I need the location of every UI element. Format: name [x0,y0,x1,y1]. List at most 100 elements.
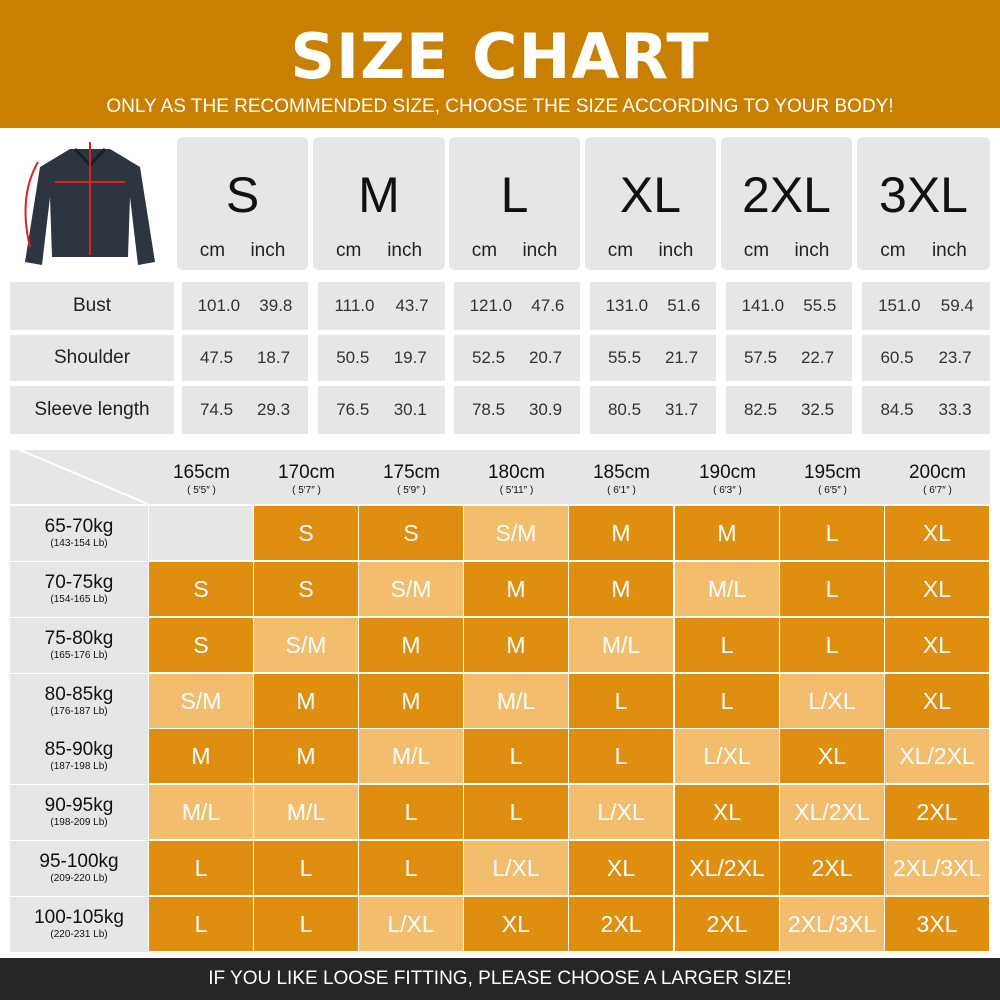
size-value: M [296,687,316,714]
weight-lb: (198-209 Lb) [50,817,108,828]
height-ft: ( 6′5″ ) [818,485,847,496]
size-value: XL [922,631,952,658]
height-cm: 185cm [592,462,651,483]
size-label: 2XL [742,167,831,223]
measure-cell: 82.5 32.5 [726,386,852,434]
size-cell: L [675,618,779,672]
value-inch: 30.9 [528,400,563,419]
size-value: 2XL [811,854,853,881]
measure-cell: 74.5 29.3 [182,386,308,434]
height-header: 180cm ( 5′11″ ) [464,462,569,496]
header-banner: SIZE CHART ONLY AS THE RECOMMENDED SIZE,… [0,0,1000,128]
size-value: M/L [707,575,747,602]
height-header: 165cm ( 5′5″ ) [149,462,254,496]
size-label: XL [619,167,682,223]
unit-inch: inch [250,240,286,261]
size-value: M/L [391,742,431,769]
value-cm: 101.0 [197,296,241,315]
measure-cell: 151.0 59.4 [862,282,990,330]
size-cell: L [149,897,253,951]
recommend-header [10,450,990,504]
size-value: L/XL [387,910,435,937]
height-ft: ( 5′7″ ) [292,485,321,496]
value-cm: 80.5 [607,400,642,419]
value-cm: 78.5 [471,400,506,419]
height-header: 185cm ( 6′1″ ) [569,462,674,496]
size-value: L [720,631,734,658]
size-value: M [611,519,631,546]
unit-cm: cm [880,240,906,261]
size-value: L [194,910,208,937]
height-header: 170cm ( 5′7″ ) [254,462,359,496]
measure-cell: 78.5 30.9 [454,386,580,434]
size-value: XL [922,519,952,546]
weight-label: 85-90kg (187-198 Lb) [10,729,148,784]
value-cm: 50.5 [336,348,370,367]
height-cm: 170cm [277,462,336,483]
value-inch: 59.4 [940,296,974,315]
unit-cm: cm [335,240,362,261]
size-cell: L [149,841,253,895]
weight-lb: (165-176 Lb) [50,650,108,661]
size-label: 3XL [879,167,968,223]
size-cell: XL [885,562,989,616]
value-inch: 23.7 [938,348,972,367]
weight-kg: 65-70kg [44,516,114,537]
size-cell: S/M [464,506,568,560]
value-cm: 141.0 [741,296,785,315]
value-cm: 84.5 [880,400,914,419]
size-cell: 2XL [780,841,884,895]
size-label: S [225,167,260,223]
weight-lb: (187-198 Lb) [50,761,108,772]
size-value: S [298,575,314,602]
page-title: SIZE CHART [290,20,710,93]
size-value: L/XL [492,854,540,881]
size-value: S [193,631,209,658]
size-value: XL [922,687,952,714]
value-cm: 57.5 [743,348,778,367]
weight-label: 80-85kg (176-187 Lb) [10,674,148,729]
size-label: L [500,167,529,223]
height-ft: ( 5′5″ ) [187,485,216,496]
unit-cm: cm [471,240,498,261]
size-cell: XL [885,674,989,728]
weight-kg: 100-105kg [34,907,124,928]
value-inch: 19.7 [393,348,427,367]
measure-cell: 101.0 39.8 [182,282,308,330]
size-value: 3XL [916,910,958,937]
value-cm: 47.5 [199,348,234,367]
weight-kg: 85-90kg [44,739,114,760]
size-cell: M/L [254,785,358,839]
height-cm: 180cm [487,462,546,483]
height-cm: 190cm [698,462,757,483]
size-cell: L/XL [675,729,779,783]
value-inch: 18.7 [256,348,291,367]
size-cell: L [780,506,884,560]
size-cell: S [149,618,253,672]
measure-cell: 52.5 20.7 [454,335,580,381]
size-cell: L [254,897,358,951]
value-cm: 76.5 [336,400,370,419]
measure-cell: 50.5 19.7 [318,335,445,381]
size-cell: S [149,562,253,616]
diagonal-divider [19,450,149,504]
size-cell: 2XL [885,785,989,839]
value-inch: 31.7 [664,400,699,419]
value-inch: 47.6 [531,296,565,315]
height-ft: ( 6′7″ ) [923,485,952,496]
size-header-5: 3XL cm inch [857,137,990,270]
size-value: L [825,575,839,602]
size-value: S [403,519,419,546]
height-cm: 200cm [908,462,967,483]
weight-label: 75-80kg (165-176 Lb) [10,618,148,673]
size-cell: M [254,674,358,728]
measure-cell: 84.5 33.3 [862,386,990,434]
size-cell: 2XL [569,897,673,951]
size-value: S/M [390,575,432,602]
size-value: M [717,519,737,546]
size-cell: M/L [569,618,673,672]
size-cell: L [675,674,779,728]
unit-inch: inch [522,240,558,261]
size-cell: L [569,729,673,783]
size-value: S [193,575,209,602]
